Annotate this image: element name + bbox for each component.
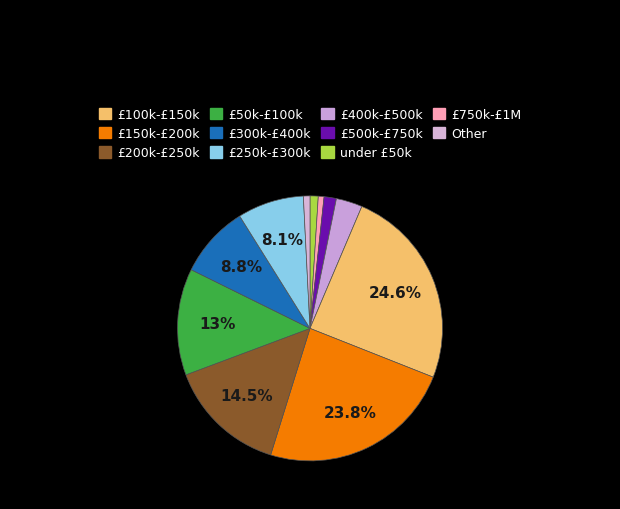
Text: 8.1%: 8.1% (261, 233, 303, 248)
Text: 8.8%: 8.8% (220, 259, 262, 274)
Wedge shape (177, 270, 310, 375)
Wedge shape (310, 199, 362, 329)
Text: 13%: 13% (199, 317, 236, 331)
Wedge shape (310, 207, 443, 378)
Wedge shape (240, 196, 310, 329)
Wedge shape (303, 196, 310, 329)
Text: 23.8%: 23.8% (324, 405, 376, 420)
Text: 24.6%: 24.6% (369, 286, 422, 300)
Wedge shape (310, 197, 337, 329)
Wedge shape (310, 197, 324, 329)
Text: 14.5%: 14.5% (220, 388, 273, 404)
Wedge shape (310, 196, 318, 329)
Wedge shape (191, 217, 310, 329)
Wedge shape (271, 329, 433, 461)
Legend: £100k-£150k, £150k-£200k, £200k-£250k, £50k-£100k, £300k-£400k, £250k-£300k, £40: £100k-£150k, £150k-£200k, £200k-£250k, £… (94, 104, 526, 165)
Wedge shape (186, 329, 310, 455)
